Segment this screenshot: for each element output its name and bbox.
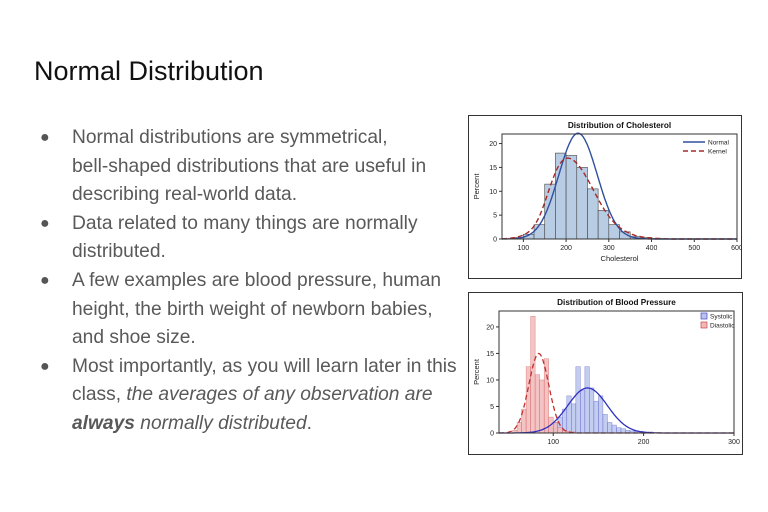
- histogram-bar: [555, 152, 567, 240]
- systolic-bar: [593, 400, 599, 434]
- legend-kernel-label: Kernel: [708, 149, 727, 156]
- chart-title: Distribution of Cholesterol: [568, 121, 671, 130]
- diastolic-normal-curve: [499, 352, 734, 434]
- y-tick-label: 15: [486, 351, 494, 358]
- y-tick-label: 15: [489, 165, 497, 172]
- bullet-line: class, the averages of any observation a…: [72, 381, 465, 410]
- x-tick-label: 200: [638, 439, 650, 446]
- bullet-line: describing real-world data.: [72, 184, 298, 206]
- bullet-line: and shoe size.: [72, 327, 196, 349]
- x-tick-label: 300: [603, 245, 615, 252]
- bullet-bold-text: always: [72, 412, 135, 434]
- legend-diastolic-swatch: [700, 321, 708, 329]
- y-tick-label: 5: [490, 404, 494, 411]
- systolic-bar: [611, 424, 617, 434]
- bullet-line: Normal distributions are symmetrical,: [72, 127, 388, 148]
- cholesterol-chart: 0 5 10 15 20 100 200 300 400 500 600 Distribution o…: [472, 121, 743, 263]
- bullet-line: bell-shaped distributions that are usefu…: [72, 155, 427, 177]
- diastolic-bar: [525, 366, 531, 434]
- legend-normal-label: Normal: [708, 140, 730, 147]
- bullet-dot-icon: ●: [40, 129, 50, 146]
- normal-curve: [501, 132, 737, 240]
- bullet-line: Data related to many things are normally: [72, 212, 418, 234]
- diastolic-bar: [539, 379, 545, 434]
- bullet-text: .: [306, 412, 312, 434]
- bullet-italic-text: the averages of any observation are: [126, 384, 433, 406]
- y-axis-label: Percent: [472, 358, 481, 385]
- bullet-dot-icon: ●: [40, 214, 50, 232]
- y-tick-label: 5: [493, 213, 497, 220]
- x-tick-label: 500: [688, 245, 700, 252]
- blood-pressure-chart: 0 5 10 15 20 100 200 300 Distribution of Blood P…: [472, 298, 740, 446]
- histogram-bar: [576, 167, 588, 240]
- bullet-text: class,: [72, 384, 127, 406]
- diastolic-bar: [534, 374, 540, 434]
- bullet-dot-icon: ●: [40, 271, 50, 289]
- x-tick-label: 400: [646, 245, 658, 252]
- bullet-item: ● Most importantly, as you will learn la…: [40, 353, 465, 439]
- bullet-line: A few examples are blood pressure, human: [72, 269, 442, 291]
- diastolic-bar: [557, 427, 563, 434]
- cholesterol-chart-panel: 0 5 10 15 20 100 200 300 400 500 600 Distribution o…: [468, 115, 743, 279]
- y-tick-label: 10: [489, 189, 497, 196]
- chart-title: Distribution of Blood Pressure: [557, 298, 676, 307]
- systolic-bar: [602, 414, 608, 434]
- bullet-line: always normally distributed.: [72, 410, 465, 439]
- systolic-bar: [598, 395, 604, 434]
- bullet-line: height, the birth weight of newborn babi…: [72, 298, 433, 320]
- systolic-bar: [571, 403, 577, 434]
- systolic-bar: [580, 390, 586, 434]
- y-tick-label: 10: [486, 377, 494, 384]
- diastolic-bar: [543, 358, 549, 434]
- plot-frame: [498, 310, 735, 434]
- blood-pressure-chart-panel: 0 5 10 15 20 100 200 300 Distribution of Blood P…: [468, 292, 743, 455]
- diastolic-bar: [516, 422, 522, 434]
- x-tick-label: 300: [728, 439, 740, 446]
- slide-title: Normal Distribution: [34, 56, 264, 86]
- bullet-line: distributed.: [72, 241, 166, 263]
- bullet-line: Most importantly, as you will learn late…: [72, 355, 457, 377]
- legend-systolic-swatch: [700, 312, 708, 320]
- bullet-italic-text: normally distributed: [134, 412, 307, 434]
- y-tick-label: 0: [493, 237, 497, 244]
- x-tick-label: 600: [731, 245, 741, 252]
- histogram-bar: [533, 224, 546, 240]
- x-tick-label: 100: [518, 245, 530, 252]
- systolic-bar: [589, 387, 595, 434]
- plot-frame: [501, 133, 738, 240]
- bullet-list: ● Normal distributions are symmetrical, …: [40, 124, 465, 439]
- systolic-bar: [616, 427, 622, 434]
- x-tick-label: 200: [560, 245, 572, 252]
- x-axis-label: Cholesterol: [601, 254, 639, 263]
- systolic-bar: [575, 366, 581, 434]
- x-tick-label: 100: [547, 439, 559, 446]
- bullet-item: ● Data related to many things are normal…: [40, 210, 465, 267]
- y-tick-label: 0: [490, 431, 494, 438]
- systolic-bar: [584, 366, 590, 434]
- bullet-item: ● Normal distributions are symmetrical, …: [40, 124, 465, 210]
- diastolic-bar: [552, 422, 558, 434]
- legend-diastolic-label: Diastolic: [710, 323, 735, 330]
- bullet-item: ● A few examples are blood pressure, hum…: [40, 267, 465, 353]
- y-tick-label: 20: [489, 141, 497, 148]
- histogram-bar: [565, 155, 578, 240]
- systolic-bar: [607, 422, 613, 434]
- y-tick-label: 20: [486, 324, 494, 331]
- bullet-dot-icon: ●: [40, 357, 50, 375]
- legend-systolic-label: Systolic: [710, 314, 733, 321]
- y-axis-label: Percent: [472, 173, 481, 200]
